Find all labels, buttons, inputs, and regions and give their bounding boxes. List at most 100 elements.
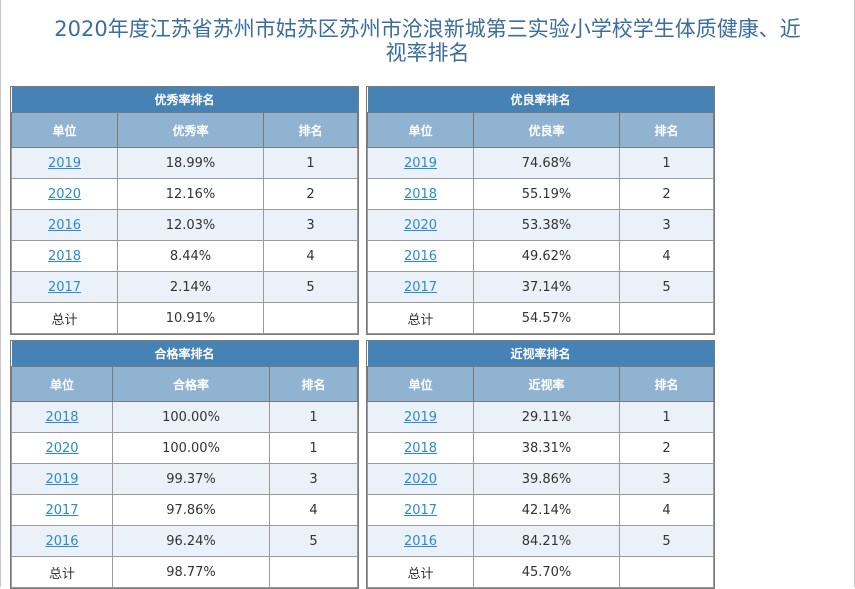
rate-cell: 100.00% xyxy=(112,432,270,464)
column-header-rate: 优秀率 xyxy=(117,112,264,148)
column-header-rank: 排名 xyxy=(269,366,358,402)
table-row: 2016 84.21% 5 xyxy=(367,525,714,557)
unit-link[interactable]: 2017 xyxy=(45,502,79,518)
unit-link[interactable]: 2016 xyxy=(403,248,438,264)
rank-cell: 5 xyxy=(263,271,358,303)
table-row: 2020 39.86% 3 xyxy=(367,463,714,495)
unit-link[interactable]: 2016 xyxy=(45,533,79,549)
rate-cell: 2.14% xyxy=(117,271,264,303)
total-rank xyxy=(619,302,714,334)
rate-cell: 12.03% xyxy=(117,209,264,241)
column-header-rate: 合格率 xyxy=(112,366,270,402)
table-row: 2017 97.86% 4 xyxy=(11,494,358,526)
rank-cell: 5 xyxy=(619,271,714,303)
unit-link[interactable]: 2019 xyxy=(403,409,438,425)
unit-link[interactable]: 2017 xyxy=(403,279,438,295)
table-row: 2019 74.68% 1 xyxy=(367,147,714,179)
total-rank xyxy=(619,556,714,588)
table-row: 2017 42.14% 4 xyxy=(367,494,714,526)
rank-cell: 1 xyxy=(263,147,358,179)
column-header-unit: 单位 xyxy=(11,366,113,402)
rate-cell: 96.24% xyxy=(112,525,270,557)
unit-link[interactable]: 2020 xyxy=(403,471,438,487)
table-row: 2018 8.44% 4 xyxy=(11,240,358,272)
table-row: 2016 12.03% 3 xyxy=(11,209,358,241)
unit-link[interactable]: 2017 xyxy=(47,279,82,295)
table-row: 2019 29.11% 1 xyxy=(367,401,714,433)
myopia-rate-panel: 近视率排名 单位 近视率 排名 2019 29.11% 1 2018 38.31… xyxy=(366,340,715,589)
rate-cell: 100.00% xyxy=(112,401,270,433)
total-rank xyxy=(263,302,358,334)
table-row: 2017 2.14% 5 xyxy=(11,271,358,303)
excellent-rate-panel: 优秀率排名 单位 优秀率 排名 2019 18.99% 1 2020 12.16… xyxy=(10,86,359,335)
total-label: 总计 xyxy=(367,556,474,588)
excellent-rate-table: 优秀率排名 单位 优秀率 排名 2019 18.99% 1 2020 12.16… xyxy=(11,87,358,334)
rank-cell: 4 xyxy=(269,494,358,526)
table-caption: 优秀率排名 xyxy=(11,87,358,113)
rank-cell: 1 xyxy=(269,432,358,464)
rank-cell: 3 xyxy=(619,209,714,241)
rate-cell: 97.86% xyxy=(112,494,270,526)
myopia-rate-table: 近视率排名 单位 近视率 排名 2019 29.11% 1 2018 38.31… xyxy=(367,341,714,588)
column-header-unit: 单位 xyxy=(367,366,474,402)
rank-cell: 2 xyxy=(619,178,714,210)
rank-cell: 2 xyxy=(263,178,358,210)
rank-cell: 2 xyxy=(619,432,714,464)
rank-cell: 5 xyxy=(269,525,358,557)
rate-cell: 38.31% xyxy=(473,432,620,464)
table-row: 2020 100.00% 1 xyxy=(11,432,358,464)
rank-cell: 3 xyxy=(263,209,358,241)
table-caption: 合格率排名 xyxy=(11,341,358,367)
column-header-unit: 单位 xyxy=(11,112,118,148)
unit-link[interactable]: 2019 xyxy=(47,155,82,171)
total-row: 总计 10.91% xyxy=(11,302,358,334)
rank-cell: 4 xyxy=(619,240,714,272)
rank-cell: 4 xyxy=(263,240,358,272)
rate-cell: 8.44% xyxy=(117,240,264,272)
table-row: 2017 37.14% 5 xyxy=(367,271,714,303)
table-row: 2018 38.31% 2 xyxy=(367,432,714,464)
table-row: 2019 99.37% 3 xyxy=(11,463,358,495)
table-row: 2019 18.99% 1 xyxy=(11,147,358,179)
total-rate: 10.91% xyxy=(117,302,264,334)
table-row: 2016 96.24% 5 xyxy=(11,525,358,557)
column-header-rank: 排名 xyxy=(263,112,358,148)
good-rate-table: 优良率排名 单位 优良率 排名 2019 74.68% 1 2018 55.19… xyxy=(367,87,714,334)
rate-cell: 39.86% xyxy=(473,463,620,495)
unit-link[interactable]: 2019 xyxy=(403,155,438,171)
total-label: 总计 xyxy=(11,556,113,588)
column-header-rank: 排名 xyxy=(619,112,714,148)
rate-cell: 37.14% xyxy=(473,271,620,303)
total-label: 总计 xyxy=(367,302,474,334)
table-caption: 优良率排名 xyxy=(367,87,714,113)
pass-rate-table: 合格率排名 单位 合格率 排名 2018 100.00% 1 2020 100.… xyxy=(11,341,358,588)
total-label: 总计 xyxy=(11,302,118,334)
column-header-unit: 单位 xyxy=(367,112,474,148)
unit-link[interactable]: 2020 xyxy=(47,186,82,202)
unit-link[interactable]: 2020 xyxy=(403,217,438,233)
page-title-line-2: 视率排名 xyxy=(385,41,470,65)
rate-cell: 84.21% xyxy=(473,525,620,557)
table-row: 2018 55.19% 2 xyxy=(367,178,714,210)
unit-link[interactable]: 2019 xyxy=(45,471,79,487)
unit-link[interactable]: 2016 xyxy=(47,217,82,233)
unit-link[interactable]: 2018 xyxy=(47,248,82,264)
table-row: 2020 53.38% 3 xyxy=(367,209,714,241)
unit-link[interactable]: 2018 xyxy=(45,409,79,425)
column-header-rank: 排名 xyxy=(619,366,714,402)
unit-link[interactable]: 2018 xyxy=(403,186,438,202)
rank-cell: 4 xyxy=(619,494,714,526)
total-rate: 45.70% xyxy=(473,556,620,588)
unit-link[interactable]: 2018 xyxy=(403,440,438,456)
page-title: 2020年度江苏省苏州市姑苏区苏州市沧浪新城第三实验小学校学生体质健康、近 视率… xyxy=(0,17,855,65)
unit-link[interactable]: 2016 xyxy=(403,533,438,549)
total-row: 总计 45.70% xyxy=(367,556,714,588)
total-row: 总计 98.77% xyxy=(11,556,358,588)
unit-link[interactable]: 2020 xyxy=(45,440,79,456)
rate-cell: 49.62% xyxy=(473,240,620,272)
page-title-line-1: 2020年度江苏省苏州市姑苏区苏州市沧浪新城第三实验小学校学生体质健康、近 xyxy=(54,17,801,41)
rate-cell: 74.68% xyxy=(473,147,620,179)
pass-rate-panel: 合格率排名 单位 合格率 排名 2018 100.00% 1 2020 100.… xyxy=(10,340,359,589)
unit-link[interactable]: 2017 xyxy=(403,502,438,518)
rank-cell: 1 xyxy=(269,401,358,433)
